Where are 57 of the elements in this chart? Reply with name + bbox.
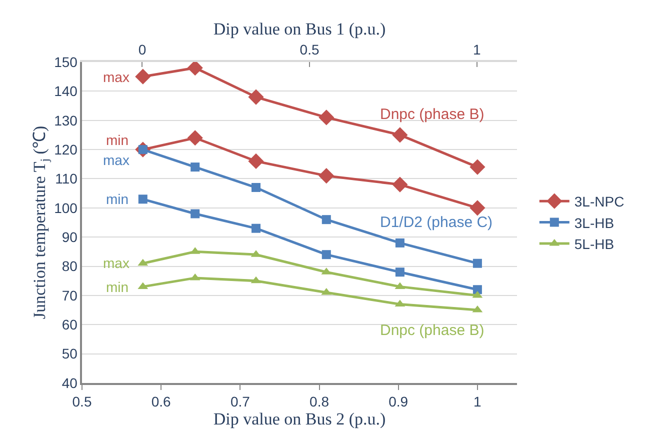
point [470,159,486,175]
point [322,250,331,260]
annotation: max [103,69,130,85]
annotation: min [106,132,129,148]
x-tick-label: 0.8 [310,394,330,410]
annotation: max [103,255,130,271]
legend-label: 3L-NPC [574,194,624,210]
point [190,209,200,218]
y-tick-label: 100 [54,200,78,216]
point [187,130,203,146]
point [190,162,200,172]
y-tick-label: 110 [55,170,78,187]
x-tick-label: 0.5 [72,394,92,410]
point [472,285,482,294]
y-tick-label: 60 [62,316,78,333]
x2-axis-title: Dip value on Bus 1 (p.u.) [213,20,386,39]
y-tick-label: 40 [62,374,78,391]
point [318,168,334,184]
annotation: Dnpc (phase B) [380,106,484,123]
x-tick-label: 0.9 [388,394,408,410]
point [252,182,260,192]
annotation: min [106,279,129,295]
point [392,176,408,192]
x2-tick-label: 0.5 [300,42,320,58]
annotation: D1/D2 (phase C) [380,214,493,231]
y-tick-label: 130 [54,112,78,128]
legend-label: 5L-HB [574,236,614,252]
point [248,153,264,170]
x-tick-label: 1 [474,394,482,410]
point [472,258,482,268]
point [318,110,334,126]
point [248,89,264,105]
legend-label: 3L-HB [574,214,614,231]
point [252,224,260,233]
x-tick-label: 0.6 [151,394,172,410]
point [187,62,203,76]
point [470,200,486,216]
point [392,127,408,143]
point [395,238,404,248]
point [138,194,148,204]
y-tick-label: 80 [62,258,78,274]
y-tick-label: 150 [54,54,78,70]
annotation: max [103,152,130,168]
y-tick-label: 140 [54,83,78,100]
x-tick-label: 0.7 [230,394,250,410]
x2-tick-label: 0 [138,42,146,58]
point [322,215,331,224]
y-tick-label: 70 [62,287,78,304]
annotation: Dnpc (phase B) [380,322,484,339]
y-tick-label: 90 [62,228,78,245]
x-axis-title: Dip value on Bus 2 (p.u.) [213,410,386,429]
x2-tick-label: 1 [472,42,481,58]
point [395,268,404,277]
point [135,68,151,84]
annotation: min [106,191,129,207]
y-tick-label: 50 [62,346,78,362]
y-tick-label: 120 [54,141,78,158]
